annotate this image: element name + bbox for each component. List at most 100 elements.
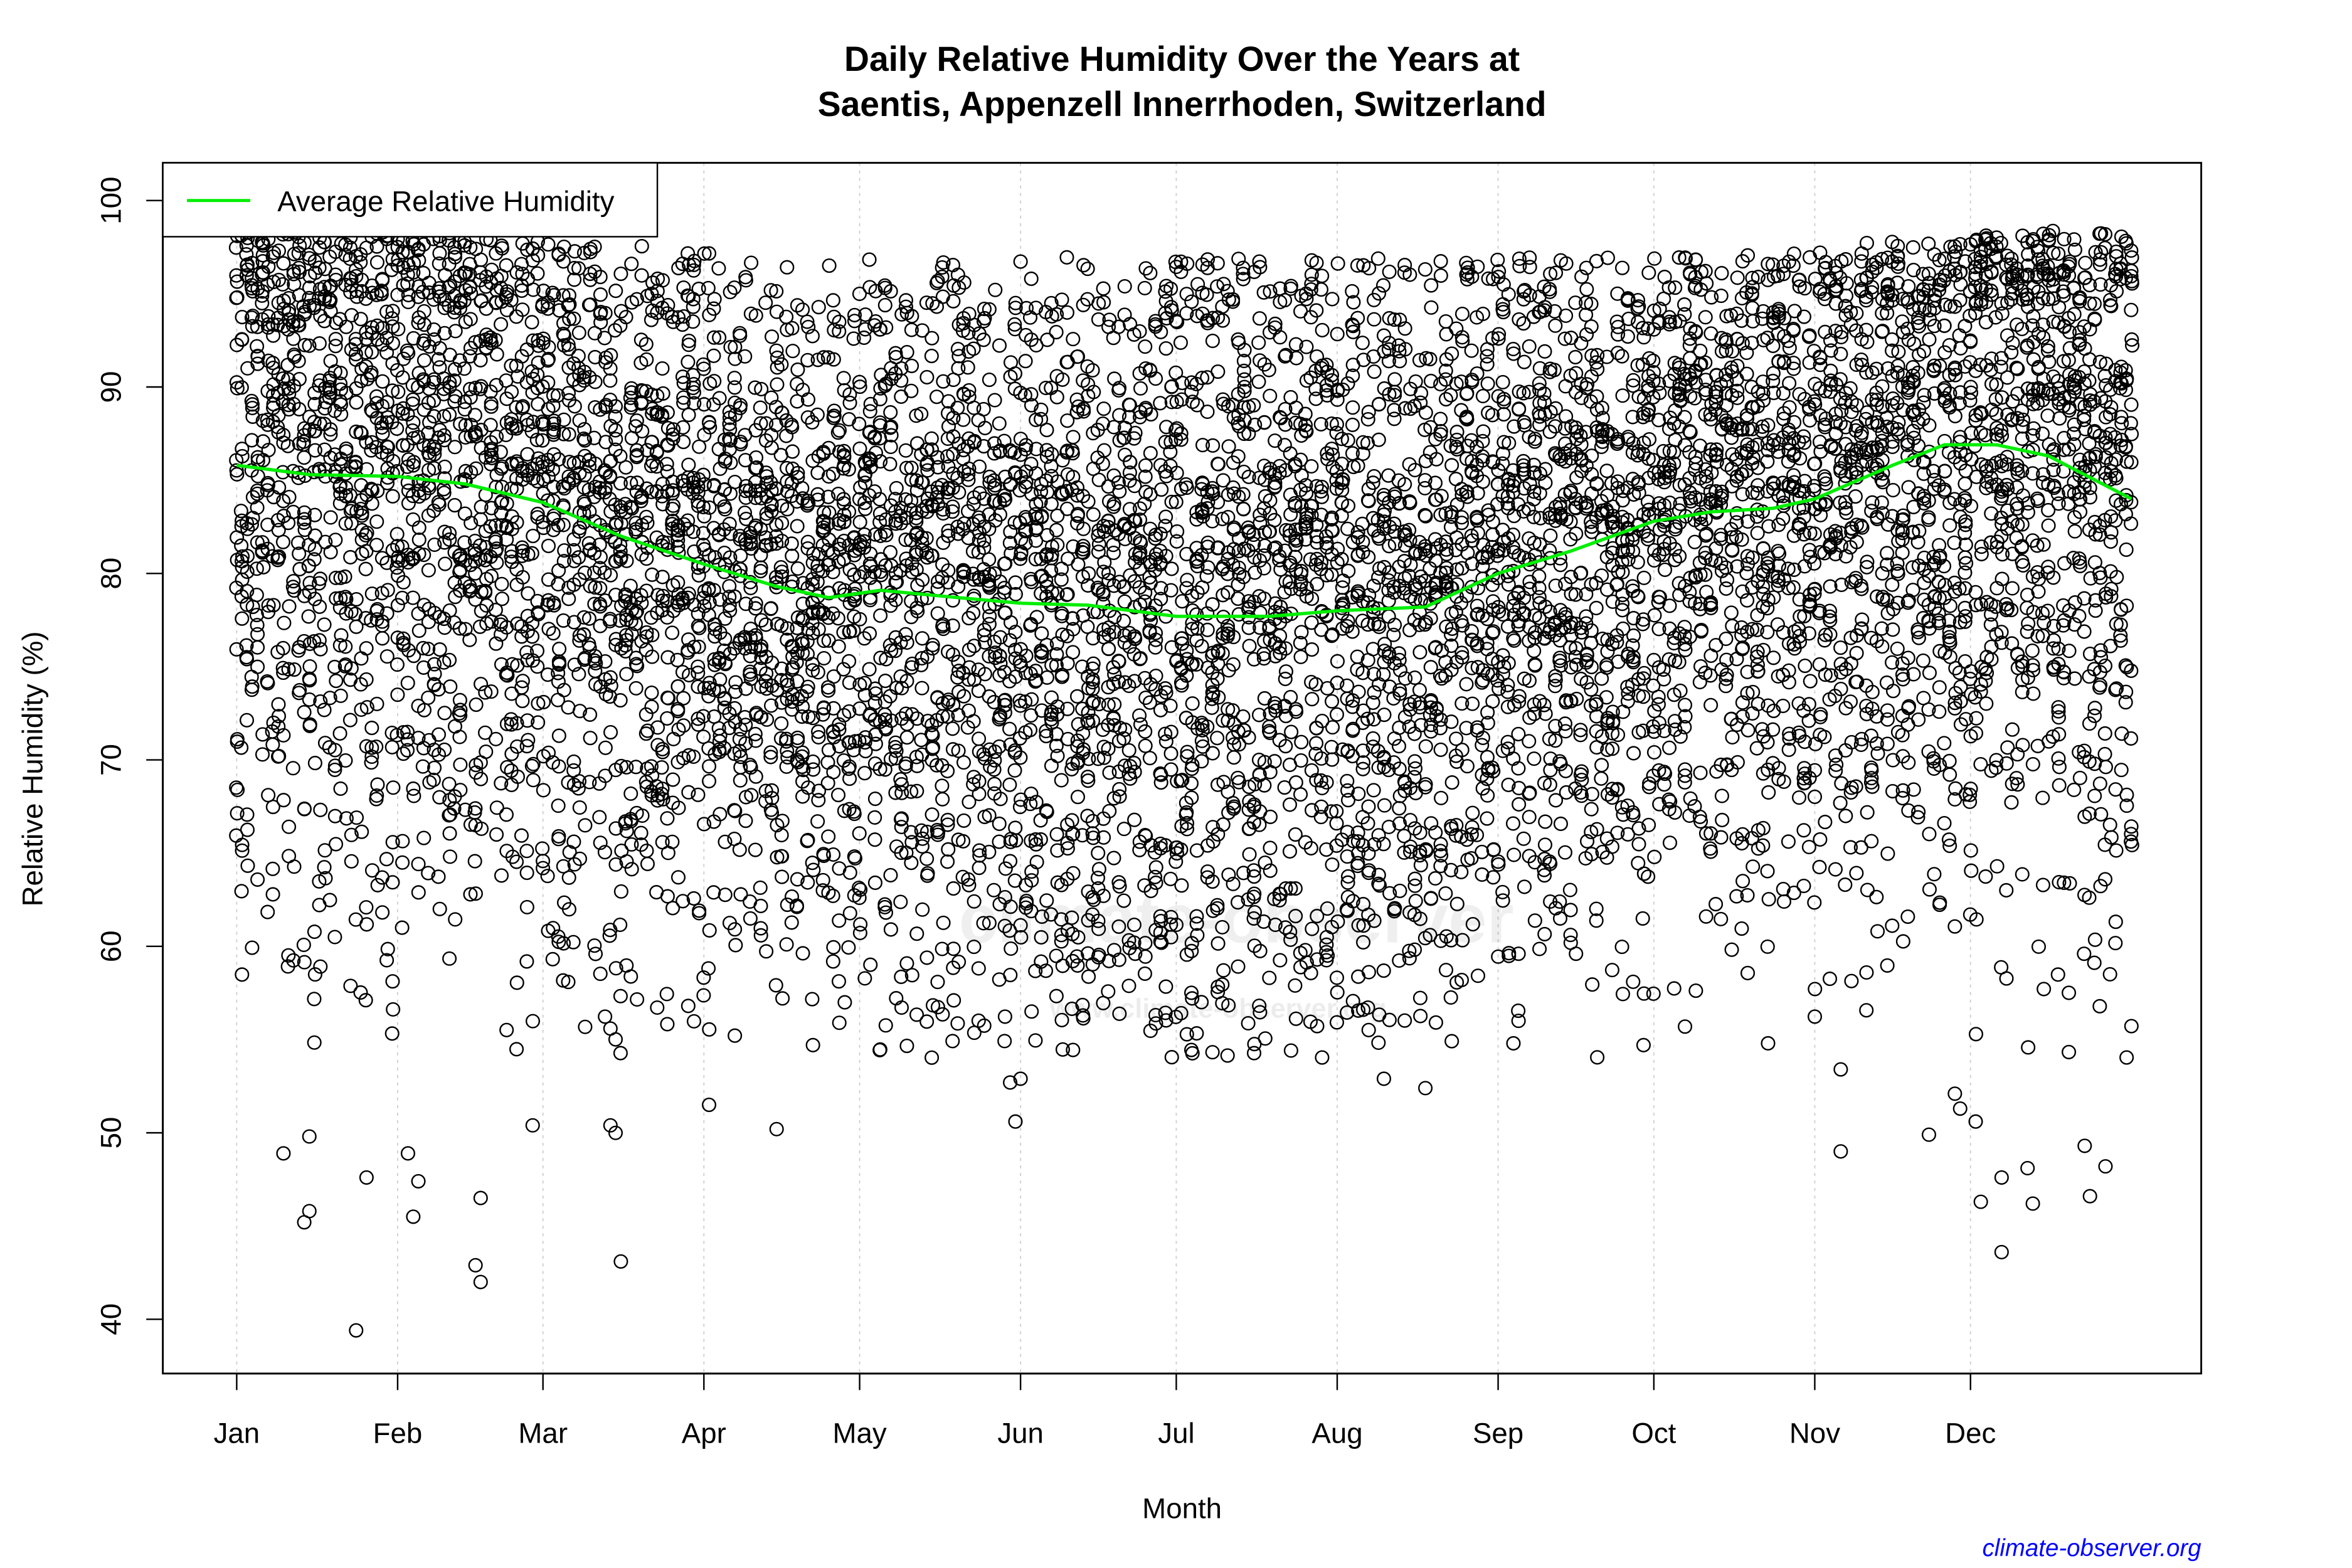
data-point [395, 855, 410, 870]
data-point [877, 297, 893, 313]
data-point [1106, 497, 1121, 512]
data-point [265, 800, 280, 815]
data-point [447, 394, 462, 409]
data-point [359, 672, 374, 687]
data-point [307, 756, 322, 771]
data-point [427, 657, 442, 672]
data-point [499, 716, 514, 731]
data-point [1315, 322, 1330, 337]
data-point [432, 341, 447, 356]
data-point [572, 800, 587, 815]
data-point [977, 1018, 992, 1033]
data-point [556, 254, 571, 269]
data-point [514, 828, 529, 843]
data-point [686, 299, 701, 314]
data-point [249, 588, 264, 603]
data-point [681, 785, 696, 800]
data-point [567, 857, 582, 872]
data-point [1345, 417, 1360, 432]
data-point [593, 270, 608, 285]
data-point [919, 369, 935, 384]
data-point [659, 987, 674, 1002]
data-point [1003, 968, 1018, 983]
data-point [825, 954, 840, 969]
data-point [1173, 335, 1188, 350]
data-point [1033, 813, 1048, 828]
data-point [1329, 816, 1344, 831]
data-point [842, 906, 857, 921]
data-point [426, 409, 442, 424]
data-point [588, 946, 603, 961]
data-point [894, 1000, 909, 1015]
data-point [1283, 690, 1298, 705]
data-point [339, 811, 354, 826]
data-point [265, 356, 280, 371]
data-point [307, 443, 322, 458]
data-point [266, 598, 281, 613]
data-point [437, 471, 452, 486]
data-point [1377, 707, 1392, 723]
data-point [842, 395, 857, 410]
data-point [494, 495, 509, 510]
data-point [453, 583, 468, 598]
data-point [359, 900, 374, 915]
data-point [255, 727, 270, 742]
data-point [567, 399, 582, 414]
data-point [988, 282, 1003, 297]
data-point [1086, 507, 1101, 522]
data-point [468, 380, 483, 396]
data-point [271, 719, 286, 734]
data-point [442, 826, 457, 841]
data-point [514, 548, 529, 563]
data-point [1066, 645, 1081, 660]
data-point [1262, 970, 1277, 985]
data-point [561, 591, 576, 607]
data-point [395, 406, 410, 421]
data-point [515, 569, 530, 585]
data-point [1158, 509, 1173, 524]
data-point [883, 867, 898, 882]
data-point [893, 894, 908, 909]
data-point [640, 856, 655, 871]
data-point [675, 420, 691, 435]
data-point [421, 563, 436, 578]
data-point [577, 433, 592, 448]
data-point [509, 739, 525, 754]
data-point [857, 971, 872, 986]
data-point [307, 528, 322, 543]
data-point [447, 373, 462, 388]
data-point [229, 642, 244, 657]
data-point [468, 566, 483, 581]
data-point [583, 272, 598, 287]
data-point [329, 674, 344, 689]
data-point [342, 712, 358, 728]
data-point [272, 549, 287, 564]
data-point [1345, 400, 1360, 415]
data-point [660, 811, 675, 826]
data-point [805, 1037, 820, 1052]
data-point [1158, 979, 1173, 994]
data-point [551, 829, 566, 844]
data-point [411, 520, 426, 535]
data-point [515, 674, 530, 689]
data-point [541, 622, 556, 637]
data-point [551, 576, 566, 592]
data-point [552, 642, 567, 657]
data-point [250, 356, 265, 371]
data-point [384, 311, 400, 326]
data-point [613, 1046, 628, 1061]
data-point [249, 561, 264, 576]
data-point [443, 278, 458, 294]
data-point [438, 556, 453, 571]
data-point [416, 402, 432, 417]
data-point [593, 679, 608, 694]
data-point [665, 772, 681, 787]
data-point [1303, 965, 1318, 980]
data-point [519, 866, 534, 881]
data-point [302, 659, 317, 674]
data-point [1283, 1043, 1298, 1058]
data-point [442, 347, 457, 363]
data-point [276, 728, 291, 743]
data-point [1080, 808, 1095, 824]
data-point [234, 740, 249, 755]
